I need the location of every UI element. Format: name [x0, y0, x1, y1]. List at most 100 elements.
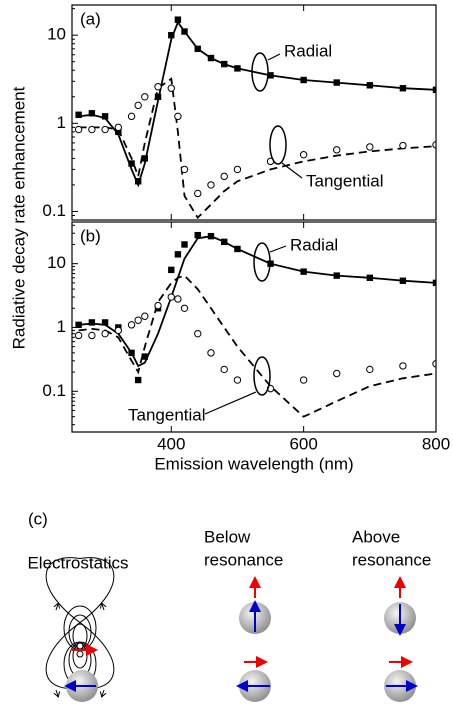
column-heading: Below [204, 527, 251, 546]
annotation-ellipse [269, 125, 287, 165]
circle-marker [233, 165, 242, 174]
square-marker [88, 319, 96, 326]
circle-marker [333, 146, 341, 154]
panel-label: (a) [80, 9, 101, 28]
y-tick-label: 0.1 [42, 201, 66, 220]
panel-label: (b) [80, 226, 101, 245]
x-tick-label: 800 [422, 434, 450, 453]
square-marker [399, 277, 407, 284]
annotation: Radial [290, 235, 338, 254]
plot-frame [71, 221, 437, 433]
square-marker [101, 319, 109, 326]
square-marker [333, 79, 340, 86]
x-tick-label: 600 [289, 434, 317, 453]
circle-marker [299, 376, 308, 384]
series-line [78, 77, 436, 220]
annotation-leader [204, 391, 257, 415]
y-tick-label: 1 [57, 113, 66, 132]
square-marker [168, 266, 175, 274]
y-tick-label: 10 [47, 25, 66, 44]
series-line [78, 274, 436, 418]
circle-marker [180, 165, 189, 174]
column-heading: Electrostatics [27, 553, 128, 572]
circle-marker [333, 369, 341, 378]
square-marker [174, 251, 182, 258]
square-marker [181, 28, 188, 35]
annotation-leader [269, 245, 287, 253]
circle-marker [101, 125, 109, 134]
square-marker [141, 155, 148, 162]
annotation-leader [281, 162, 303, 179]
annotation: Tangential [306, 171, 384, 190]
column-heading: resonance [352, 550, 431, 569]
series-line [78, 235, 436, 368]
square-marker [234, 65, 241, 72]
y-tick-label: 0.1 [42, 381, 66, 400]
circle-marker [194, 329, 202, 338]
column-heading: resonance [204, 550, 283, 569]
square-marker [300, 76, 307, 84]
annotation-ellipse [253, 356, 271, 396]
panel-label: (c) [28, 509, 48, 528]
circle-marker [167, 84, 175, 92]
square-marker [221, 60, 228, 68]
circle-marker [399, 362, 407, 370]
circle-marker [88, 331, 96, 340]
square-marker [366, 82, 374, 89]
square-marker [168, 31, 175, 39]
circle-marker [154, 83, 162, 91]
square-marker [432, 86, 436, 94]
square-marker [333, 272, 340, 279]
circle-marker [114, 326, 123, 335]
annotation: Radial [284, 41, 332, 60]
circle-marker [141, 312, 149, 320]
square-marker [75, 111, 82, 118]
circle-marker [399, 141, 407, 150]
square-marker [181, 241, 188, 248]
square-marker [115, 128, 122, 136]
circle-marker [220, 365, 228, 374]
electrostatics-drawing [45, 557, 115, 702]
column-heading: Above [352, 527, 400, 546]
y-axis-label: Radiative decay rate enhancement [9, 86, 28, 349]
circle-marker [141, 93, 149, 101]
circle-marker [74, 331, 83, 340]
annotation-leader [267, 53, 281, 61]
square-marker [141, 353, 148, 360]
annotation: Tangential [128, 405, 206, 424]
circle-marker [114, 123, 123, 132]
square-marker [399, 85, 407, 92]
circle-marker [88, 125, 96, 134]
circle-marker [299, 151, 308, 159]
circle-marker [194, 189, 202, 198]
square-marker [267, 72, 274, 79]
square-marker [207, 54, 215, 62]
circle-marker [134, 316, 142, 324]
square-marker [134, 178, 142, 185]
circle-marker [207, 181, 215, 189]
circle-marker [233, 376, 242, 384]
square-marker [88, 110, 96, 117]
circle-marker [167, 293, 175, 301]
square-marker [101, 113, 109, 120]
y-tick-label: 10 [47, 253, 66, 272]
circle-marker [180, 304, 189, 312]
plot-area [74, 16, 436, 220]
square-marker [221, 238, 228, 246]
annotation-ellipse [253, 242, 271, 282]
y-tick-label: 1 [57, 317, 66, 336]
square-marker [128, 160, 135, 167]
circle-marker [220, 172, 228, 181]
circle-marker [366, 143, 374, 151]
plot-frame [71, 4, 437, 221]
circle-marker [366, 365, 374, 374]
square-marker [366, 274, 374, 282]
below-resonance-drawing [236, 576, 271, 702]
above-resonance-drawing [384, 576, 418, 702]
square-marker [134, 376, 142, 384]
square-marker [128, 349, 135, 357]
plot-area [74, 231, 436, 418]
circle-marker [74, 125, 83, 134]
circle-marker [207, 349, 215, 357]
